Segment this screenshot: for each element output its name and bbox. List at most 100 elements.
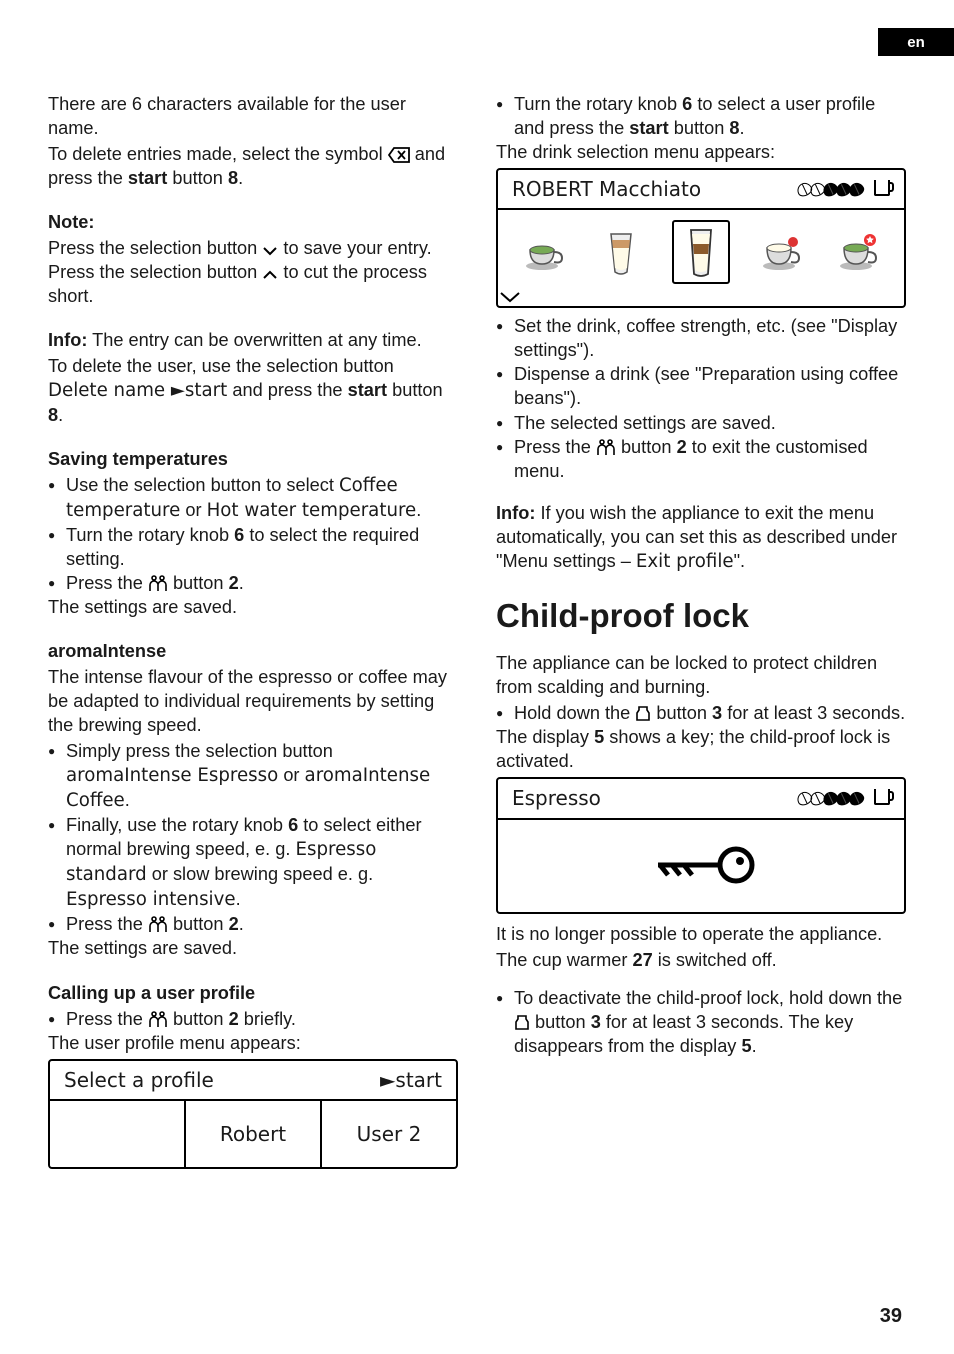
ui-label: Exit profile — [636, 551, 734, 572]
display-select-profile: Select a profile ►start Robert User 2 — [48, 1059, 458, 1170]
ref-27: 27 — [632, 950, 652, 970]
text: . — [58, 405, 63, 425]
ref-6: 6 — [682, 94, 692, 114]
text: To deactivate the child-proof lock, hold… — [514, 988, 902, 1008]
ref-5: 5 — [594, 727, 604, 747]
list-item: Turn the rotary knob 6 to select the req… — [48, 523, 458, 571]
text: button — [168, 914, 229, 934]
list-item: To deactivate the child-proof lock, hold… — [496, 986, 906, 1058]
list-item: Press the button 2 briefly. — [48, 1007, 458, 1031]
profile-icon — [148, 915, 168, 933]
ref-8: 8 — [729, 118, 739, 138]
drink-latte-icon — [594, 222, 648, 282]
text: To delete entries made, select the symbo… — [48, 144, 383, 164]
text: button — [387, 380, 443, 400]
ui-label: Hot water temperature — [207, 500, 417, 521]
list-item: The selected settings are saved. — [496, 411, 906, 435]
ui-label: aromaIntense Espresso — [66, 765, 278, 786]
display-title: Espresso — [512, 785, 601, 811]
display-body — [498, 820, 904, 912]
body-text: There are 6 characters available for the… — [48, 92, 458, 140]
profile-icon — [148, 1010, 168, 1028]
note-heading: Note: — [48, 210, 458, 234]
info-heading: Info: — [496, 503, 535, 523]
bullet-list: Set the drink, coffee strength, etc. (se… — [496, 314, 906, 482]
display-body: Robert User 2 — [50, 1101, 456, 1167]
ref-2: 2 — [229, 914, 239, 934]
list-item: Press the button 2. — [48, 912, 458, 936]
chevron-down-icon — [498, 290, 904, 304]
cup-icon — [874, 180, 890, 196]
start-label: start — [629, 118, 668, 138]
ref-8: 8 — [228, 168, 238, 188]
info2-block: Info: If you wish the appliance to exit … — [496, 501, 906, 574]
text: button — [616, 437, 677, 457]
list-item: Finally, use the rotary knob 6 to select… — [48, 813, 458, 912]
key-icon — [646, 840, 756, 890]
display-header: Select a profile ►start — [50, 1061, 456, 1101]
subheading: Calling up a user profile — [48, 981, 458, 1005]
ref-2: 2 — [677, 437, 687, 457]
text: Press the — [66, 573, 148, 593]
text: button — [168, 1009, 229, 1029]
ref-6: 6 — [288, 815, 298, 835]
text: Hold down the — [514, 703, 635, 723]
drink-macchiato-selected-icon — [672, 220, 730, 284]
triangle-right-icon: ► — [171, 380, 185, 401]
ref-8: 8 — [48, 405, 58, 425]
text: is switched off. — [653, 950, 777, 970]
text: The entry can be overwritten at any time… — [87, 330, 421, 350]
body-text: The cup warmer 27 is switched off. — [496, 948, 906, 972]
display-title: ROBERT Macchiato — [512, 176, 701, 202]
text: button — [167, 168, 228, 188]
text: Simply press the selection button — [66, 741, 333, 761]
ref-2: 2 — [229, 573, 239, 593]
body-text: It is no longer possible to operate the … — [496, 922, 906, 946]
display-body — [498, 210, 904, 306]
body-text: Info: The entry can be overwritten at an… — [48, 328, 458, 352]
right-column: Turn the rotary knob 6 to select a user … — [496, 92, 906, 1189]
text: button — [651, 703, 712, 723]
ref-5: 5 — [741, 1036, 751, 1056]
note-block: Note: Press the selection button to save… — [48, 210, 458, 308]
profile-slot: Robert — [184, 1101, 320, 1167]
bullet-list: Use the selection button to select Coffe… — [48, 473, 458, 595]
triangle-right-icon: ► — [380, 1068, 395, 1092]
body-text: The settings are saved. — [48, 595, 458, 619]
text: To delete the user, use the selection bu… — [48, 356, 394, 376]
display-childlock: Espresso — [496, 777, 906, 913]
profile-icon — [596, 438, 616, 456]
cup-icon — [874, 789, 890, 805]
page-number: 39 — [880, 1305, 902, 1328]
bean-icon — [847, 180, 866, 198]
page: en There are 6 characters available for … — [0, 0, 954, 1354]
subheading: aromaIntense — [48, 639, 458, 663]
text: Finally, use the rotary knob — [66, 815, 288, 835]
display-header: Espresso — [498, 779, 904, 819]
bullet-list: Turn the rotary knob 6 to select a user … — [496, 92, 906, 140]
ui-label: Delete name — [48, 380, 171, 401]
drink-espresso-icon — [517, 222, 571, 282]
start-label: start — [348, 380, 387, 400]
intro-block: There are 6 characters available for the… — [48, 92, 458, 190]
text: button — [669, 118, 730, 138]
text: . — [239, 573, 244, 593]
language-tab: en — [878, 28, 954, 56]
body-text: Press the selection button to save your … — [48, 236, 458, 308]
bullet-list: Simply press the selection button aromaI… — [48, 739, 458, 936]
bullet-list: To deactivate the child-proof lock, hold… — [496, 986, 906, 1058]
call-profile-block: Calling up a user profile Press the butt… — [48, 981, 458, 1170]
text: . — [236, 889, 241, 909]
display-drink-selection: ROBERT Macchiato — [496, 168, 906, 308]
strength-indicator — [799, 785, 890, 811]
text: Turn the rotary knob — [66, 525, 234, 545]
text: . — [239, 914, 244, 934]
text: briefly. — [239, 1009, 296, 1029]
body-text: The drink selection menu appears: — [496, 140, 906, 164]
subheading: Saving temperatures — [48, 447, 458, 471]
text: The display — [496, 727, 594, 747]
chevron-down-icon — [262, 245, 278, 257]
text: button — [530, 1012, 591, 1032]
ref-6: 6 — [234, 525, 244, 545]
list-item: Dispense a drink (see "Preparation using… — [496, 362, 906, 410]
